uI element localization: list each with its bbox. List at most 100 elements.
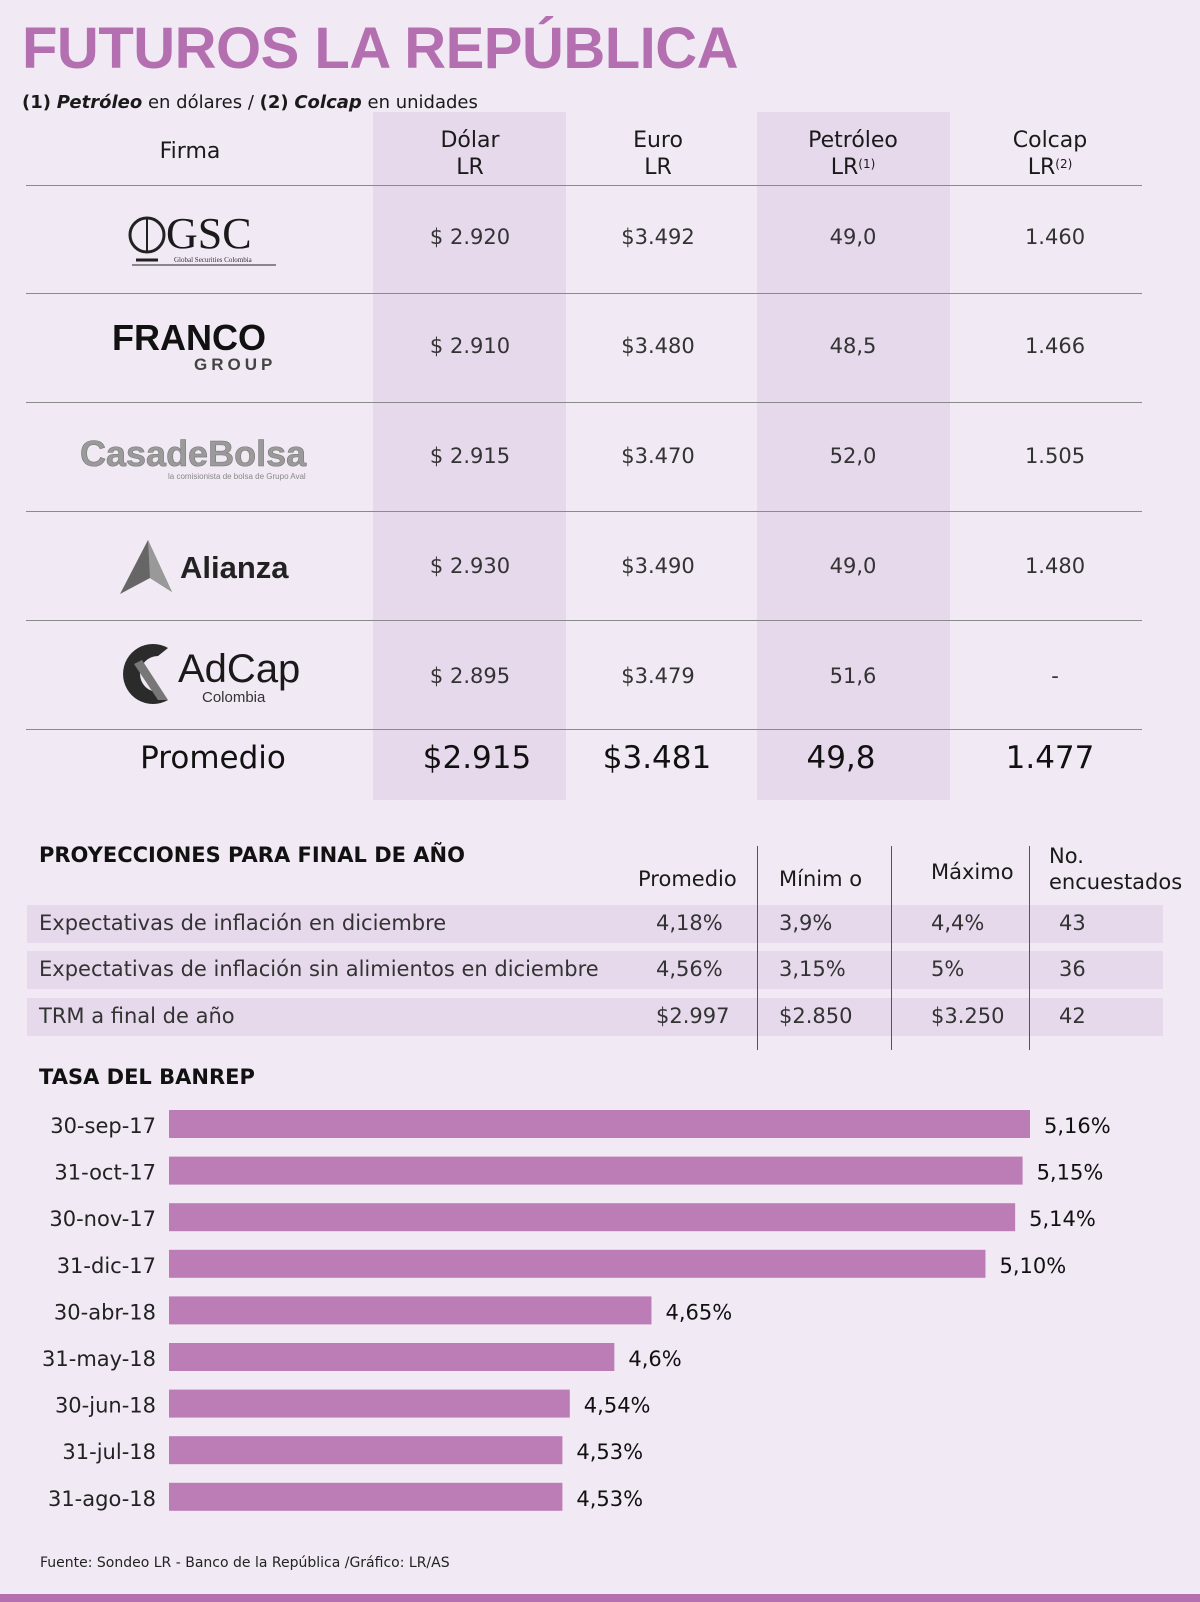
bar xyxy=(169,1436,563,1465)
petroleo-value: 49,0 xyxy=(829,225,877,249)
euro-value: $3.490 xyxy=(621,554,695,578)
category-label: 30-nov-17 xyxy=(49,1207,156,1231)
dolar-value: $ 2.920 xyxy=(429,225,511,249)
euro-value: $3.470 xyxy=(621,444,695,468)
colcap-value: 1.505 xyxy=(1024,444,1086,468)
divider xyxy=(26,293,1142,294)
data-label: 5,14% xyxy=(1029,1207,1096,1231)
average-label: Promedio xyxy=(140,740,286,776)
note-2-text: en unidades xyxy=(367,92,478,113)
minimo-value: 3,15% xyxy=(779,957,846,981)
svg-text:GSC: GSC xyxy=(166,209,252,258)
encuestados-value: 36 xyxy=(1059,957,1086,981)
column-header-colcap: Colcap LR(2) xyxy=(1012,128,1088,180)
data-label: 5,10% xyxy=(999,1254,1066,1278)
column-header-promedio: Promedio xyxy=(638,867,737,891)
row-label: Expectativas de inflación sin alimientos… xyxy=(39,957,599,981)
petroleo-value: 51,6 xyxy=(829,664,877,688)
encuestados-value: 42 xyxy=(1059,1004,1086,1028)
euro-value: $3.480 xyxy=(621,334,695,358)
data-label: 5,15% xyxy=(1037,1161,1104,1185)
promedio-value: $2.997 xyxy=(656,1004,730,1028)
dolar-value: $ 2.910 xyxy=(429,334,511,358)
average-euro: $3.481 xyxy=(602,740,712,776)
column-divider xyxy=(1029,846,1030,1050)
colcap-value: - xyxy=(1051,664,1059,688)
svg-text:AdCap: AdCap xyxy=(178,647,300,691)
data-label: 4,6% xyxy=(628,1347,681,1371)
dolar-value: $ 2.930 xyxy=(429,554,511,578)
bar xyxy=(169,1482,563,1511)
svg-text:Global Securities Colombia: Global Securities Colombia xyxy=(174,256,253,264)
data-label: 4,54% xyxy=(584,1394,651,1418)
note-2-term: Colcap xyxy=(294,92,362,113)
bar xyxy=(169,1249,986,1278)
divider xyxy=(26,620,1142,621)
table-row xyxy=(27,998,1163,1036)
average-dolar: $2.915 xyxy=(422,740,532,776)
svg-text:la comisionista de bolsa de Gr: la comisionista de bolsa de Grupo Aval xyxy=(168,472,306,481)
note-1-number: (1) xyxy=(22,92,51,113)
maximo-value: $3.250 xyxy=(931,1004,1005,1028)
column-header-maximo: Máximo xyxy=(931,860,1014,884)
colcap-value: 1.480 xyxy=(1024,554,1086,578)
promedio-value: 4,18% xyxy=(656,911,723,935)
divider xyxy=(26,729,1142,730)
petroleo-column-band xyxy=(757,112,950,800)
column-divider xyxy=(891,846,892,1050)
average-petroleo: 49,8 xyxy=(806,740,876,776)
table-row xyxy=(27,905,1163,943)
column-header-petroleo: Petróleo LR(1) xyxy=(808,128,898,180)
banrep-bar-chart: 30-sep-17 5,16% 31-oct-17 5,15% 30-nov-17 5,1… xyxy=(42,1110,1111,1511)
bar xyxy=(169,1389,570,1418)
petroleo-value: 48,5 xyxy=(829,334,877,358)
data-label: 4,65% xyxy=(665,1300,732,1324)
column-header-minimo: Mínim o xyxy=(779,867,863,891)
bar xyxy=(169,1203,1016,1232)
minimo-value: 3,9% xyxy=(779,911,833,935)
franco-group-logo: FRANCO GROUP xyxy=(112,317,292,376)
minimo-value: $2.850 xyxy=(779,1004,853,1028)
category-label: 31-may-18 xyxy=(42,1347,156,1371)
svg-text:CasadeBolsa: CasadeBolsa xyxy=(80,433,307,474)
divider xyxy=(26,511,1142,512)
units-note: (1) Petróleo en dólares / (2) Colcap en … xyxy=(22,92,478,113)
table-row xyxy=(27,951,1163,989)
colcap-value: 1.466 xyxy=(1024,334,1086,358)
data-label: 4,53% xyxy=(576,1440,643,1464)
promedio-value: 4,56% xyxy=(656,957,723,981)
category-label: 31-dic-17 xyxy=(57,1254,156,1278)
data-label: 4,53% xyxy=(576,1487,643,1511)
bar xyxy=(169,1343,615,1371)
category-label: 31-jul-18 xyxy=(62,1440,156,1464)
projections-title: PROYECCIONES PARA FINAL DE AÑO xyxy=(39,843,465,867)
casa-de-bolsa-logo: CasadeBolsa la comisionista de bolsa de … xyxy=(78,430,318,485)
page-title: FUTUROS LA REPÚBLICA xyxy=(22,16,739,81)
data-label: 5,16% xyxy=(1044,1114,1111,1138)
divider xyxy=(26,402,1142,403)
bar xyxy=(169,1156,1023,1185)
maximo-value: 4,4% xyxy=(931,911,985,935)
petroleo-value: 49,0 xyxy=(829,554,877,578)
dolar-column-band xyxy=(373,112,566,800)
row-label: TRM a final de año xyxy=(39,1004,235,1028)
column-divider xyxy=(757,846,758,1050)
bar xyxy=(169,1110,1030,1138)
category-label: 30-jun-18 xyxy=(55,1394,156,1418)
chart-title: TASA DEL BANREP xyxy=(39,1065,255,1089)
euro-value: $3.492 xyxy=(621,225,695,249)
column-header-firma: Firma xyxy=(159,139,221,164)
colcap-value: 1.460 xyxy=(1024,225,1086,249)
encuestados-value: 43 xyxy=(1059,911,1086,935)
svg-text:GROUP: GROUP xyxy=(194,355,276,374)
average-colcap: 1.477 xyxy=(1005,740,1095,776)
maximo-value: 5% xyxy=(931,957,965,981)
column-header-dolar: Dólar LR xyxy=(440,128,500,180)
divider xyxy=(26,185,1142,186)
note-2-number: (2) xyxy=(259,92,289,113)
adcap-logo: AdCap Colombia xyxy=(102,640,312,710)
column-header-encuestados: No. encuestados xyxy=(1049,844,1183,894)
note-1-term: Petróleo xyxy=(56,92,143,113)
bottom-accent-bar xyxy=(0,1594,1200,1602)
dolar-value: $ 2.915 xyxy=(429,444,511,468)
